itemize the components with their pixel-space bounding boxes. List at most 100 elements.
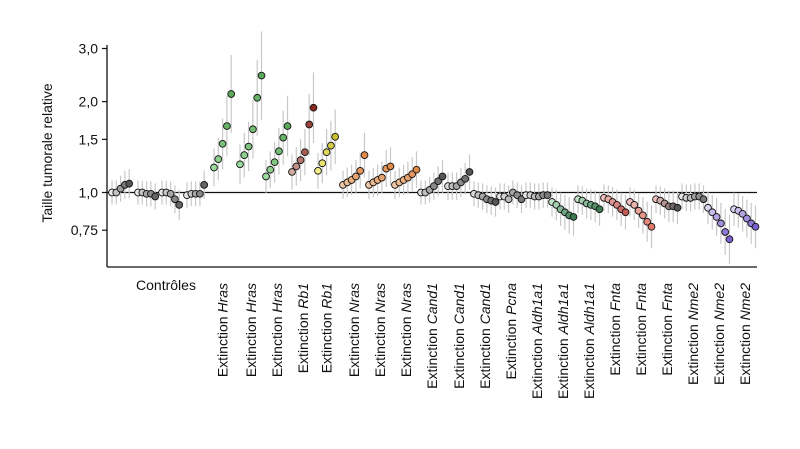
data-group xyxy=(236,31,266,185)
x-label: Extinction Rb1 xyxy=(295,283,311,373)
data-point xyxy=(721,228,730,236)
x-label: Extinction Nme2 xyxy=(711,283,727,385)
data-point xyxy=(356,166,365,175)
data-group xyxy=(678,183,708,214)
data-point xyxy=(386,162,395,171)
x-label: Extinction Hras xyxy=(243,283,259,377)
data-point xyxy=(712,213,721,221)
x-label: Extinction Cand1 xyxy=(477,283,493,389)
data-group xyxy=(417,160,447,205)
data-group xyxy=(522,182,552,210)
x-label: Extinction Nme2 xyxy=(737,283,753,385)
data-point xyxy=(314,166,322,175)
data-point xyxy=(196,189,204,198)
data-point xyxy=(434,177,443,186)
x-label: Extinction Rb1 xyxy=(319,283,335,373)
data-point xyxy=(643,217,652,226)
data-group xyxy=(391,151,421,199)
x-label: Extinction Aldh1a1 xyxy=(529,283,545,399)
data-point xyxy=(301,148,309,157)
x-label: Extinction Nras xyxy=(398,283,414,377)
data-point xyxy=(708,208,717,217)
data-point xyxy=(438,172,447,181)
x-label: Extinction Nras xyxy=(346,283,362,377)
data-group xyxy=(470,181,500,217)
data-point xyxy=(621,208,630,217)
data-point xyxy=(305,120,314,129)
data-group xyxy=(626,187,656,249)
data-point xyxy=(322,148,331,157)
data-point xyxy=(378,173,386,182)
data-point xyxy=(244,142,253,151)
data-point xyxy=(309,103,318,112)
data-point xyxy=(249,125,257,134)
data-point xyxy=(639,211,647,220)
data-point xyxy=(717,219,725,228)
data-point xyxy=(743,214,751,223)
x-label: Extinction Hras xyxy=(269,283,285,377)
data-point xyxy=(751,222,760,231)
data-point xyxy=(236,160,244,169)
data-group xyxy=(730,192,760,249)
x-label: Extinction Aldh1a1 xyxy=(581,283,597,399)
data-point xyxy=(125,179,134,188)
data-point xyxy=(327,141,335,150)
data-group xyxy=(444,154,474,200)
data-group xyxy=(183,170,209,208)
data-point xyxy=(253,93,262,102)
data-group xyxy=(600,184,630,230)
data-point xyxy=(262,172,270,181)
data-group xyxy=(574,185,604,226)
x-label: Extinction Nras xyxy=(372,283,388,377)
data-point xyxy=(200,181,209,189)
x-label: Extinction Cand1 xyxy=(451,283,467,389)
data-point xyxy=(279,133,288,142)
data-point xyxy=(461,174,470,183)
x-label: Extinction Cand1 xyxy=(424,283,440,389)
y-tick-label: 0,75 xyxy=(71,222,98,238)
data-point xyxy=(543,191,552,199)
data-point xyxy=(352,172,360,181)
data-point xyxy=(630,201,639,209)
data-group xyxy=(652,185,682,224)
data-point xyxy=(595,205,604,214)
data-point xyxy=(288,168,296,176)
data-point xyxy=(318,159,327,168)
data-group xyxy=(704,191,734,265)
x-label-controls: Contrôles xyxy=(136,277,196,293)
data-point xyxy=(227,90,236,98)
y-axis-label: Taille tumorale relative xyxy=(39,83,55,222)
data-point xyxy=(223,122,231,130)
data-point xyxy=(292,162,301,171)
data-point xyxy=(296,156,305,164)
data-group xyxy=(548,187,578,236)
data-point xyxy=(738,209,747,218)
x-label: Extinction Hras xyxy=(215,283,231,377)
data-point xyxy=(171,195,179,204)
data-group xyxy=(134,180,160,210)
data-groups xyxy=(108,31,760,265)
data-group xyxy=(158,180,184,221)
x-label: Extinction Pcna xyxy=(503,283,519,380)
data-point xyxy=(465,168,474,176)
y-axis: 3,0 2,0 1,5 1,0 0,75 xyxy=(71,41,757,268)
x-label: Extinction Nme2 xyxy=(685,283,701,385)
data-group xyxy=(314,109,340,189)
data-point xyxy=(331,132,340,141)
x-label: Extinction Fnta xyxy=(607,283,623,376)
data-point xyxy=(266,165,275,174)
data-point xyxy=(504,195,513,204)
x-label: Extinction Fnta xyxy=(633,283,649,376)
data-group xyxy=(496,180,526,214)
x-label: Extinction Fnta xyxy=(659,283,675,376)
data-group xyxy=(288,72,318,190)
x-axis-labels: Contrôles Extinction Hras Extinction Hras E… xyxy=(136,277,753,399)
data-point xyxy=(673,203,682,212)
data-point xyxy=(218,139,227,148)
data-point xyxy=(257,71,266,80)
y-tick-label: 3,0 xyxy=(79,41,99,57)
y-tick-label: 2,0 xyxy=(79,94,99,110)
data-point xyxy=(210,163,218,172)
y-tick-label: 1,0 xyxy=(79,185,99,201)
data-point xyxy=(240,151,249,159)
